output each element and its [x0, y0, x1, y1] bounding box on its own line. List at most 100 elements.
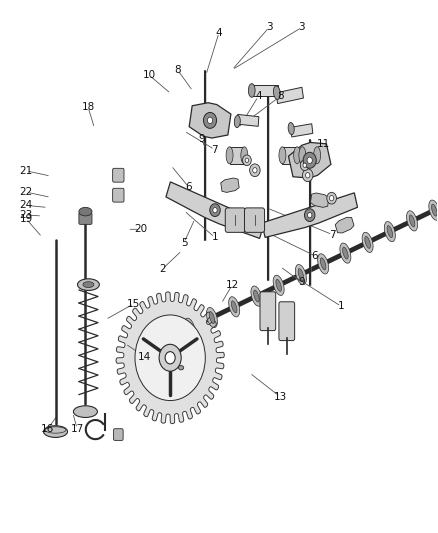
Text: 6: 6	[312, 251, 318, 261]
Ellipse shape	[343, 247, 348, 259]
FancyBboxPatch shape	[113, 429, 123, 440]
FancyBboxPatch shape	[113, 188, 124, 202]
Text: 8: 8	[174, 65, 181, 75]
Ellipse shape	[226, 147, 233, 164]
Circle shape	[159, 344, 181, 371]
Polygon shape	[116, 292, 224, 424]
Text: 4: 4	[255, 91, 261, 101]
Text: 2: 2	[159, 264, 166, 274]
Circle shape	[327, 192, 336, 204]
Circle shape	[208, 117, 212, 124]
Ellipse shape	[273, 275, 284, 295]
Ellipse shape	[187, 322, 193, 334]
Ellipse shape	[273, 86, 280, 100]
Ellipse shape	[78, 279, 99, 290]
Circle shape	[306, 173, 310, 178]
Text: 12: 12	[226, 280, 239, 290]
Ellipse shape	[429, 200, 438, 220]
Text: 9: 9	[299, 278, 305, 287]
Ellipse shape	[288, 123, 294, 134]
FancyBboxPatch shape	[244, 208, 265, 232]
Text: 24: 24	[19, 200, 33, 211]
Text: 14: 14	[138, 352, 152, 362]
Text: 4: 4	[215, 28, 223, 38]
Ellipse shape	[276, 279, 282, 292]
FancyBboxPatch shape	[225, 208, 245, 232]
Text: 15: 15	[127, 298, 141, 309]
Text: 13: 13	[273, 392, 287, 402]
Text: 7: 7	[329, 230, 336, 240]
FancyBboxPatch shape	[79, 213, 92, 224]
Ellipse shape	[248, 84, 255, 98]
Circle shape	[303, 169, 313, 182]
Ellipse shape	[142, 344, 148, 356]
Ellipse shape	[295, 264, 307, 285]
Polygon shape	[283, 147, 297, 164]
Text: 20: 20	[134, 224, 147, 235]
Ellipse shape	[279, 147, 286, 164]
Text: 18: 18	[81, 102, 95, 112]
Text: 5: 5	[181, 238, 187, 247]
Circle shape	[245, 158, 249, 163]
Polygon shape	[237, 115, 259, 126]
Polygon shape	[221, 178, 239, 192]
Ellipse shape	[74, 406, 97, 417]
Polygon shape	[302, 147, 317, 164]
Text: 10: 10	[143, 70, 155, 80]
Text: 22: 22	[19, 187, 33, 197]
Circle shape	[165, 352, 175, 364]
Ellipse shape	[231, 301, 237, 313]
Polygon shape	[252, 85, 278, 96]
Circle shape	[303, 163, 307, 167]
Circle shape	[204, 112, 216, 128]
Polygon shape	[311, 193, 329, 207]
Ellipse shape	[320, 258, 326, 270]
Text: 16: 16	[41, 424, 54, 434]
Ellipse shape	[229, 297, 240, 317]
Circle shape	[250, 164, 260, 176]
Circle shape	[304, 209, 315, 222]
Polygon shape	[289, 142, 331, 178]
Polygon shape	[276, 87, 304, 103]
Ellipse shape	[165, 333, 170, 345]
Ellipse shape	[293, 147, 300, 164]
Ellipse shape	[83, 282, 94, 287]
Ellipse shape	[299, 147, 306, 164]
Text: 21: 21	[19, 166, 33, 176]
Ellipse shape	[387, 225, 392, 238]
Text: 3: 3	[266, 22, 272, 33]
Text: 6: 6	[185, 182, 192, 192]
Ellipse shape	[206, 308, 217, 328]
Circle shape	[300, 160, 309, 171]
Text: 11: 11	[317, 139, 330, 149]
FancyBboxPatch shape	[279, 302, 295, 341]
Ellipse shape	[409, 215, 415, 227]
Polygon shape	[291, 124, 313, 137]
Ellipse shape	[340, 243, 351, 263]
Ellipse shape	[298, 269, 304, 280]
Text: 3: 3	[299, 22, 305, 33]
Text: 19: 19	[19, 214, 33, 224]
Ellipse shape	[178, 366, 184, 370]
Text: 17: 17	[71, 424, 84, 434]
Circle shape	[210, 204, 220, 216]
Text: 1: 1	[211, 232, 218, 243]
Ellipse shape	[162, 329, 173, 349]
FancyBboxPatch shape	[260, 292, 276, 330]
Ellipse shape	[234, 116, 240, 127]
Ellipse shape	[79, 207, 92, 216]
Ellipse shape	[431, 204, 437, 216]
Ellipse shape	[314, 147, 321, 164]
Ellipse shape	[184, 318, 195, 338]
Circle shape	[253, 167, 257, 173]
Circle shape	[135, 315, 205, 401]
FancyBboxPatch shape	[113, 168, 124, 182]
Polygon shape	[230, 147, 244, 164]
Ellipse shape	[365, 236, 371, 248]
Polygon shape	[189, 103, 231, 138]
Ellipse shape	[406, 211, 417, 231]
Polygon shape	[166, 182, 264, 238]
Circle shape	[303, 152, 316, 168]
Ellipse shape	[318, 254, 328, 274]
Ellipse shape	[43, 426, 67, 438]
